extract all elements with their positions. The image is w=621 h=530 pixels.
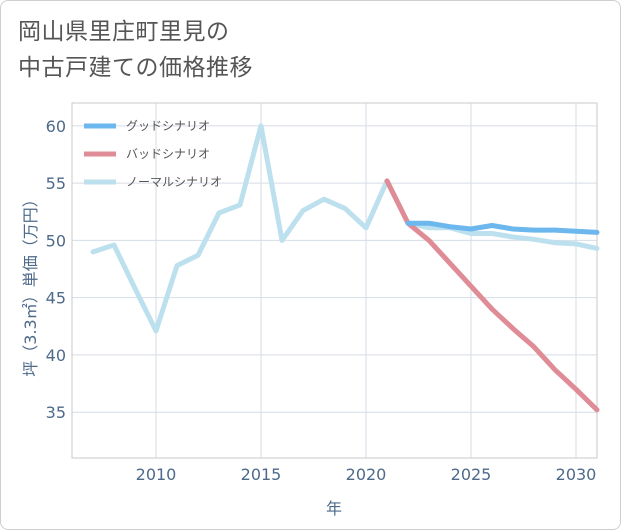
legend-label-1: バッドシナリオ	[126, 147, 210, 161]
grid-lines	[72, 103, 597, 458]
x-tick-label: 2020	[346, 465, 387, 484]
legend-label-0: グッドシナリオ	[126, 119, 210, 133]
y-tick-label: 50	[46, 231, 66, 250]
y-tick-label: 60	[46, 117, 66, 136]
x-axis-label: 年	[326, 499, 342, 518]
chart-title-line-2: 中古戸建ての価格推移	[18, 55, 253, 81]
series-line-1	[384, 178, 600, 413]
series-line-0	[405, 220, 600, 235]
legend-label-2: ノーマルシナリオ	[126, 175, 222, 189]
chart-title: 岡山県里庄町里見の 中古戸建ての価格推移	[18, 14, 253, 86]
chart-title-line-1: 岡山県里庄町里見の	[18, 19, 230, 45]
x-tick-label: 2015	[241, 465, 282, 484]
x-tick-label: 2025	[451, 465, 492, 484]
series-line-2	[90, 123, 600, 334]
plot-area	[71, 102, 598, 459]
x-tick-label: 2030	[556, 465, 597, 484]
axis-ticks: 2010 2015 2020 2025 2030 35 40 45 50 55 60	[46, 117, 597, 484]
x-tick-label: 2010	[136, 465, 177, 484]
y-tick-label: 55	[46, 174, 66, 193]
y-tick-label: 40	[46, 346, 66, 365]
y-axis-label: 坪（3.3㎡）単価（万円）	[21, 191, 40, 376]
series-layer	[90, 123, 600, 413]
y-tick-label: 45	[46, 289, 66, 308]
y-tick-label: 35	[46, 403, 66, 422]
